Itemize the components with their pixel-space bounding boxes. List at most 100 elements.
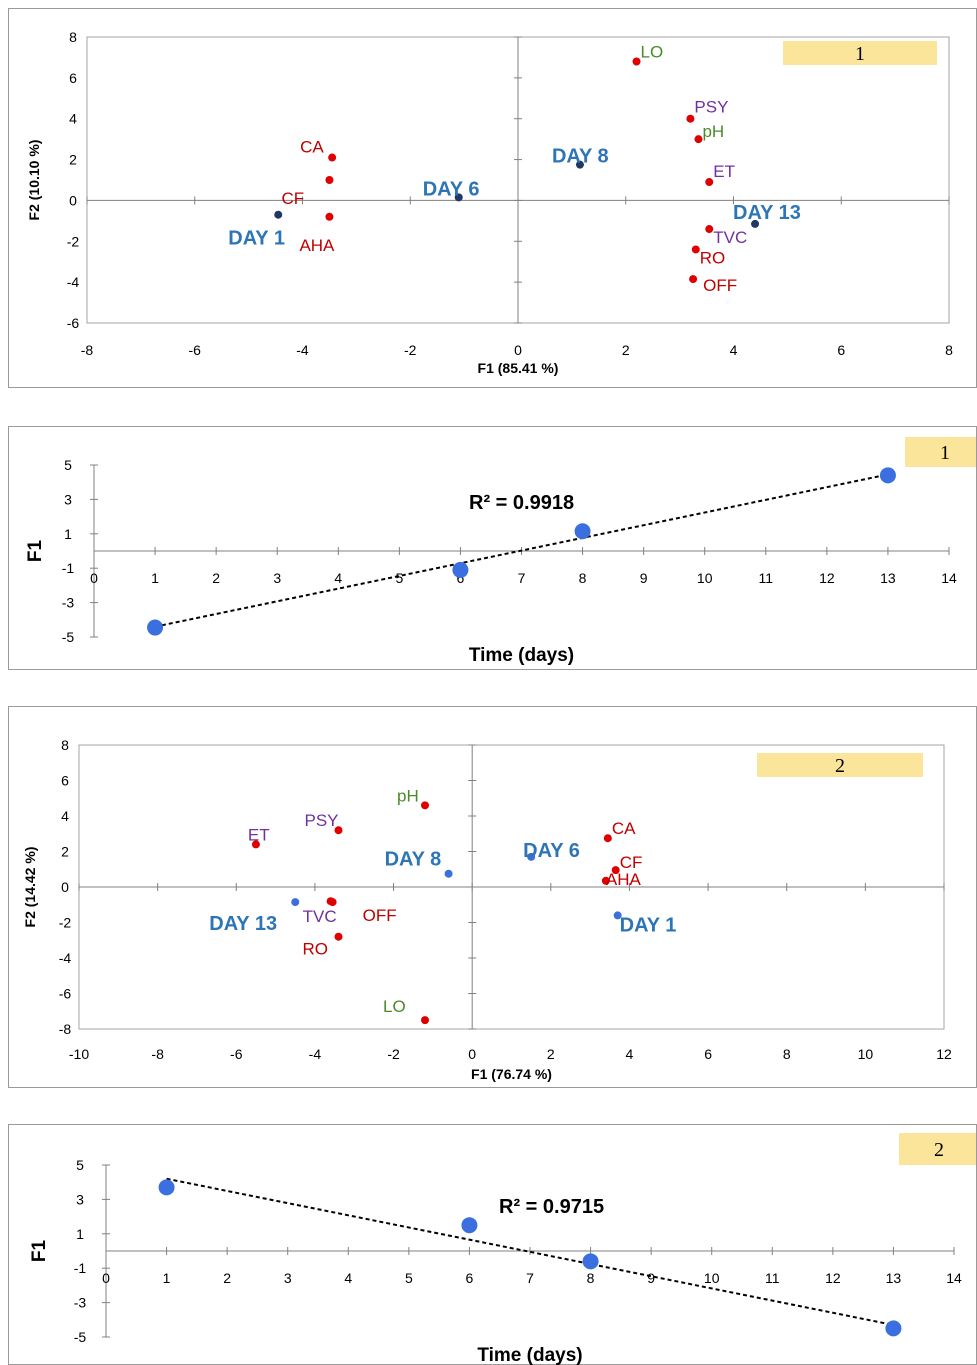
variable-label: LO xyxy=(641,43,664,62)
observation-label: DAY 13 xyxy=(733,202,801,224)
y-tick-label: -3 xyxy=(62,595,75,611)
variable-label: ET xyxy=(713,162,735,181)
y-axis-title: F1 xyxy=(29,1239,50,1262)
x-tick-label: 6 xyxy=(704,1046,712,1062)
observation-label: DAY 13 xyxy=(209,913,277,935)
y-tick-label: 0 xyxy=(61,879,69,895)
x-axis-title: Time (days) xyxy=(469,645,574,666)
variable-point xyxy=(325,176,334,184)
y-tick-label: 2 xyxy=(61,844,69,860)
x-tick-label: 4 xyxy=(334,570,342,586)
x-tick-label: 0 xyxy=(102,1270,110,1286)
x-tick-label: 12 xyxy=(936,1046,952,1062)
x-tick-label: 2 xyxy=(223,1270,231,1286)
x-tick-label: 6 xyxy=(457,570,465,586)
x-tick-label: 2 xyxy=(622,342,630,358)
x-tick-label: 8 xyxy=(945,342,953,358)
variable-label: RO xyxy=(303,940,329,959)
x-tick-label: 7 xyxy=(526,1270,534,1286)
variable-point xyxy=(705,225,714,234)
variable-point xyxy=(251,840,260,849)
x-tick-label: 12 xyxy=(819,570,835,586)
x-tick-label: 8 xyxy=(587,1270,595,1286)
variable-point xyxy=(328,898,337,907)
x-tick-label: 11 xyxy=(765,1270,780,1286)
variable-point xyxy=(328,153,337,162)
y-tick-label: 6 xyxy=(69,70,77,86)
x-tick-label: 5 xyxy=(405,1270,413,1286)
x-tick-label: 6 xyxy=(837,342,845,358)
panel-number: 2 xyxy=(835,755,845,777)
x-tick-label: -4 xyxy=(309,1046,322,1062)
variable-point xyxy=(689,275,698,284)
x-tick-label: 11 xyxy=(759,570,774,586)
x-tick-label: 5 xyxy=(395,570,403,586)
variable-point xyxy=(325,212,334,221)
y-tick-label: 4 xyxy=(69,111,77,127)
x-tick-label: 0 xyxy=(90,570,98,586)
x-tick-label: 9 xyxy=(647,1270,655,1286)
x-tick-label: 0 xyxy=(468,1046,476,1062)
variable-point xyxy=(686,114,695,123)
panel-number: 1 xyxy=(855,43,865,65)
r-squared-annotation: R² = 0.9918 xyxy=(469,492,574,514)
x-tick-label: -6 xyxy=(189,342,202,358)
y-axis-title: F1 xyxy=(25,539,46,562)
observation-point xyxy=(527,852,536,861)
observation-point xyxy=(444,869,453,878)
variable-label: OFF xyxy=(363,906,397,925)
x-tick-label: 9 xyxy=(640,570,648,586)
r-squared-annotation: R² = 0.9715 xyxy=(499,1196,604,1218)
x-tick-label: -2 xyxy=(387,1046,400,1062)
x-tick-label: -10 xyxy=(69,1046,89,1062)
variable-label: AHA xyxy=(606,870,642,889)
y-tick-label: -2 xyxy=(59,915,72,931)
variable-point xyxy=(421,1016,429,1025)
x-tick-label: 13 xyxy=(880,570,896,586)
pca-biplot-2: -10 -8 -6 -4 -2 0 2 4 6 8 10 12 -8 -6 -4 -2 0 2 4 6 8 F1 (76.… xyxy=(8,706,977,1088)
y-tick-label: -5 xyxy=(74,1329,87,1345)
variable-point xyxy=(694,135,703,144)
x-tick-label: 3 xyxy=(273,570,281,586)
panel-number: 2 xyxy=(934,1139,944,1161)
x-tick-label: 10 xyxy=(704,1270,720,1286)
y-tick-label: -2 xyxy=(67,233,80,249)
variable-label: CF xyxy=(281,189,304,208)
y-tick-label: -6 xyxy=(59,986,72,1002)
x-tick-label: 10 xyxy=(858,1046,874,1062)
variable-point xyxy=(603,834,612,843)
y-tick-label: -5 xyxy=(62,629,75,645)
pca-biplot-2-svg: -10 -8 -6 -4 -2 0 2 4 6 8 10 12 -8 -6 -4 -2 0 2 4 6 8 F1 (76.… xyxy=(22,737,952,1082)
x-tick-label: -8 xyxy=(151,1046,164,1062)
trendline xyxy=(154,473,889,628)
x-tick-label: 8 xyxy=(579,570,587,586)
f1-time-plot-2: 0 1 2 3 4 5 6 7 8 9 10 11 12 13 14 -5 -3 -1 1 3 5 Time (days)… xyxy=(8,1124,977,1365)
x-tick-label: 10 xyxy=(697,570,713,586)
x-tick-label: 0 xyxy=(514,342,522,358)
x-tick-label: 3 xyxy=(284,1270,292,1286)
x-tick-label: 4 xyxy=(626,1046,634,1062)
data-point xyxy=(885,1320,902,1337)
data-point xyxy=(147,619,164,636)
x-tick-label: -8 xyxy=(81,342,94,358)
variable-label: LO xyxy=(383,997,406,1016)
x-tick-label: 12 xyxy=(825,1270,841,1286)
variable-point xyxy=(705,178,714,187)
observation-point xyxy=(454,193,463,202)
y-axis-title: F2 (14.42 %) xyxy=(22,847,38,928)
observation-point xyxy=(274,210,283,219)
variable-label: PSY xyxy=(305,811,339,830)
x-tick-label: -4 xyxy=(296,342,309,358)
y-tick-label: 8 xyxy=(61,737,69,753)
panel-number-badge xyxy=(783,41,937,65)
variable-label: ET xyxy=(248,825,270,844)
y-tick-label: 5 xyxy=(76,1157,84,1173)
observation-point xyxy=(751,219,760,228)
variable-point xyxy=(334,826,343,835)
y-tick-label: -3 xyxy=(74,1295,87,1311)
variable-label: TVC xyxy=(713,228,747,247)
data-point xyxy=(461,1217,478,1234)
x-tick-label: 2 xyxy=(212,570,220,586)
